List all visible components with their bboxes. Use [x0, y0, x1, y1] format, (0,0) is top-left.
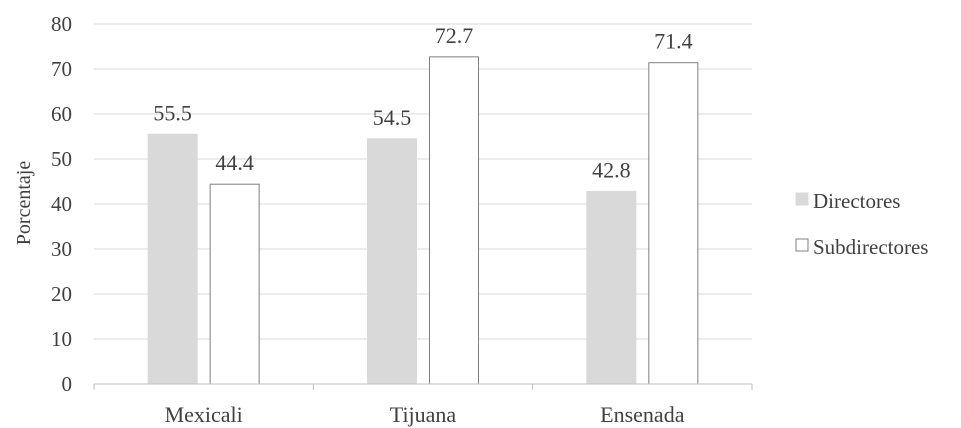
y-tick-label: 40 [51, 192, 72, 216]
y-tick-label: 80 [51, 12, 72, 36]
y-tick-label: 30 [51, 237, 72, 261]
legend: Directores Subdirectores [795, 189, 928, 259]
bar [648, 62, 699, 385]
legend-swatch [795, 238, 809, 252]
bar [367, 138, 417, 385]
gridlines [94, 23, 752, 340]
y-tick-label: 50 [51, 147, 72, 171]
x-axis [93, 383, 753, 390]
legend-label: Directores [813, 189, 900, 213]
bar [586, 190, 637, 385]
bar [429, 56, 479, 385]
y-tick-label: 60 [51, 102, 72, 126]
x-category-label: Tijuana [390, 402, 457, 427]
y-axis-ticks: 0 10 20 30 40 50 60 70 80 [51, 12, 72, 396]
data-label: 42.8 [592, 157, 631, 182]
y-tick-label: 70 [51, 57, 72, 81]
y-axis-label: Porcentaje [13, 161, 35, 246]
data-label: 55.5 [153, 100, 192, 125]
y-tick-label: 0 [62, 372, 73, 396]
x-category-label: Ensenada [600, 402, 685, 427]
bars [147, 56, 699, 385]
data-label: 72.7 [435, 23, 474, 48]
legend-swatch [795, 192, 809, 206]
data-labels: 55.5 44.4 54.5 72.7 42.8 71.4 [153, 23, 692, 183]
bar [209, 183, 260, 385]
data-label: 71.4 [654, 29, 693, 54]
bar [147, 133, 198, 385]
legend-label: Subdirectores [813, 235, 928, 259]
data-label: 54.5 [373, 105, 412, 130]
y-tick-label: 10 [51, 327, 72, 351]
x-axis-categories: Mexicali Tijuana Ensenada [165, 402, 685, 427]
x-category-label: Mexicali [165, 402, 243, 427]
data-label: 44.4 [215, 150, 254, 175]
y-tick-label: 20 [51, 282, 72, 306]
